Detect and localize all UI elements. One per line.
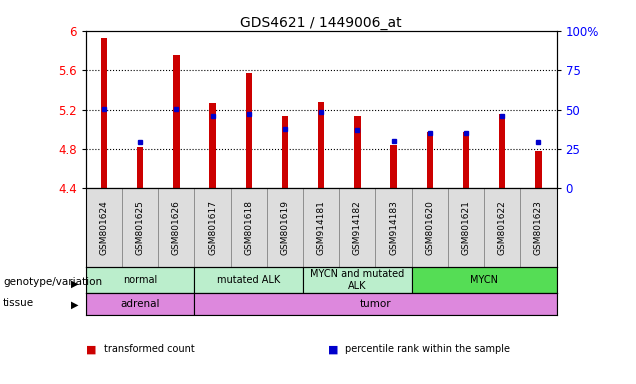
Bar [303, 188, 339, 267]
Bar [267, 188, 303, 267]
Text: GSM801622: GSM801622 [498, 200, 507, 255]
Bar [282, 116, 288, 188]
Bar [535, 151, 542, 188]
Text: ▶: ▶ [71, 278, 79, 288]
Text: GSM801626: GSM801626 [172, 200, 181, 255]
Bar [86, 293, 195, 315]
Bar [122, 188, 158, 267]
Text: transformed count: transformed count [104, 344, 195, 354]
Bar [195, 267, 303, 293]
Bar [303, 267, 411, 293]
Title: GDS4621 / 1449006_at: GDS4621 / 1449006_at [240, 16, 402, 30]
Bar [158, 188, 195, 267]
Text: ▶: ▶ [71, 300, 79, 310]
Bar [86, 267, 195, 293]
Text: GSM801621: GSM801621 [462, 200, 471, 255]
Bar [209, 103, 216, 188]
Bar [411, 267, 556, 293]
Bar [427, 132, 433, 188]
Bar [195, 188, 231, 267]
Bar [463, 132, 469, 188]
Text: adrenal: adrenal [120, 299, 160, 309]
Text: genotype/variation: genotype/variation [3, 277, 102, 287]
Bar [354, 116, 361, 188]
Bar [195, 293, 556, 315]
Text: GSM801623: GSM801623 [534, 200, 543, 255]
Bar [137, 147, 144, 188]
Text: GSM801617: GSM801617 [208, 200, 217, 255]
Bar [318, 102, 324, 188]
Text: GSM914181: GSM914181 [317, 200, 326, 255]
Text: normal: normal [123, 275, 157, 285]
Bar [520, 188, 556, 267]
Bar [484, 188, 520, 267]
Bar [448, 188, 484, 267]
Text: tissue: tissue [3, 298, 34, 308]
Text: GSM801624: GSM801624 [99, 200, 109, 255]
Text: GSM801620: GSM801620 [425, 200, 434, 255]
Bar [245, 73, 252, 188]
Text: GSM914183: GSM914183 [389, 200, 398, 255]
Bar [391, 145, 397, 188]
Bar [86, 188, 122, 267]
Bar [231, 188, 267, 267]
Text: percentile rank within the sample: percentile rank within the sample [345, 344, 510, 354]
Text: GSM914182: GSM914182 [353, 200, 362, 255]
Text: mutated ALK: mutated ALK [217, 275, 280, 285]
Text: GSM801619: GSM801619 [280, 200, 289, 255]
Text: ■: ■ [86, 344, 97, 354]
Bar [411, 188, 448, 267]
Bar [173, 55, 179, 188]
Text: tumor: tumor [360, 299, 391, 309]
Text: GSM801625: GSM801625 [135, 200, 144, 255]
Text: MYCN: MYCN [470, 275, 498, 285]
Bar [499, 114, 506, 188]
Text: GSM801618: GSM801618 [244, 200, 253, 255]
Text: MYCN and mutated
ALK: MYCN and mutated ALK [310, 269, 404, 291]
Bar [100, 38, 107, 188]
Bar [339, 188, 375, 267]
Bar [375, 188, 411, 267]
Text: ■: ■ [328, 344, 338, 354]
